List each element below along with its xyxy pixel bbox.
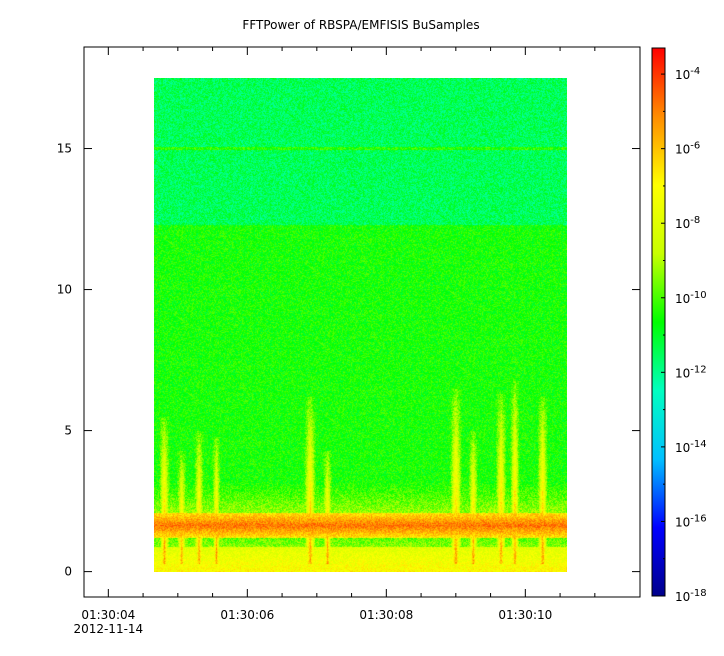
- colorbar-gradient: [652, 48, 665, 596]
- spectrogram-image: [154, 78, 567, 572]
- colorbar-tick-label: 10-16: [675, 513, 707, 529]
- y-tick-label: 10: [57, 283, 72, 297]
- x-tick-label: 01:30:10: [498, 608, 552, 622]
- colorbar-tick-label: 10-4: [675, 66, 700, 82]
- colorbar-frame: [651, 47, 666, 597]
- colorbar-tick-label: 10-8: [675, 215, 700, 231]
- colorbar-tick-label: 10-18: [675, 588, 707, 604]
- x-tick-label: 01:30:08: [359, 608, 413, 622]
- colorbar-tick-label: 10-14: [675, 439, 707, 455]
- x-tick-date-label: 2012-11-14: [73, 622, 143, 636]
- chart-title: FFTPower of RBSPA/EMFISIS BuSamples: [242, 18, 479, 32]
- plot-frame: [83, 46, 641, 598]
- y-tick-label: 5: [64, 424, 72, 438]
- colorbar: 10-18 10-16 10-14 10-12 10-10 10-8 10-6 10-4: [651, 47, 707, 604]
- colorbar-tick-label: 10-12: [675, 364, 707, 380]
- y-tick-label: 15: [57, 142, 72, 156]
- x-tick-label: 01:30:04: [81, 608, 135, 622]
- x-tick-label: 01:30:06: [220, 608, 274, 622]
- colorbar-tick-label: 10-6: [675, 141, 700, 157]
- colorbar-tick-label: 10-10: [675, 290, 707, 306]
- y-tick-label: 0: [64, 565, 72, 579]
